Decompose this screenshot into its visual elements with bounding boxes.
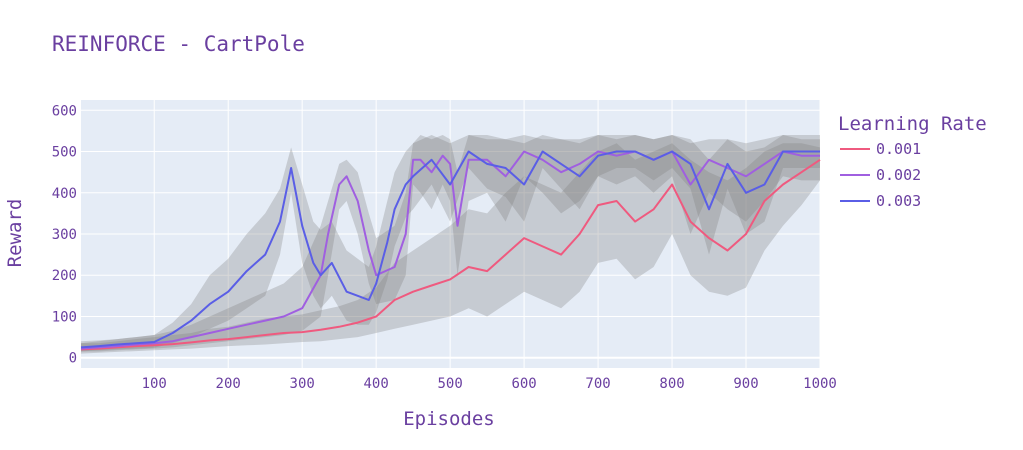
band-0.002 [81,135,820,352]
legend[interactable]: 0.001 0.002 0.003 [840,140,921,210]
gridlines [81,100,821,368]
legend-label: 0.001 [876,140,921,158]
chart-title: REINFORCE - CartPole [52,32,305,56]
y-tick-label: 0 [69,351,77,367]
x-tick-label: 1000 [803,376,837,392]
series-line-0.001 [80,158,821,351]
y-axis-title: Reward [4,199,26,268]
confidence-bands [81,135,820,354]
x-tick-label: 700 [585,376,610,392]
x-tick-label: 900 [733,376,758,392]
y-tick-label: 400 [52,186,77,202]
x-tick-label: 400 [364,376,389,392]
series-lines [80,150,821,351]
legend-label: 0.002 [876,166,921,184]
series-line-0.003 [80,150,820,349]
y-tick-label: 300 [52,227,77,243]
x-tick-label: 800 [659,376,684,392]
y-tick-label: 600 [52,103,77,119]
x-tick-label: 200 [216,376,241,392]
x-tick-labels: 100 200 300 400 500 600 700 800 900 1000 [142,376,837,392]
band-0.001 [81,143,820,354]
y-tick-label: 200 [52,268,77,284]
x-tick-label: 300 [290,376,315,392]
legend-label: 0.003 [876,192,921,210]
x-tick-label: 600 [511,376,536,392]
legend-item-0.002[interactable]: 0.002 [840,166,921,184]
legend-title: Learning Rate [838,113,987,135]
x-tick-label: 100 [142,376,167,392]
legend-item-0.001[interactable]: 0.001 [840,140,921,158]
y-tick-labels: 0 100 200 300 400 500 600 [52,103,77,366]
legend-item-0.003[interactable]: 0.003 [840,192,921,210]
y-tick-label: 500 [52,145,77,161]
band-0.003 [81,135,820,352]
y-tick-label: 100 [52,309,77,325]
x-axis-title: Episodes [403,408,495,430]
x-tick-label: 500 [437,376,462,392]
